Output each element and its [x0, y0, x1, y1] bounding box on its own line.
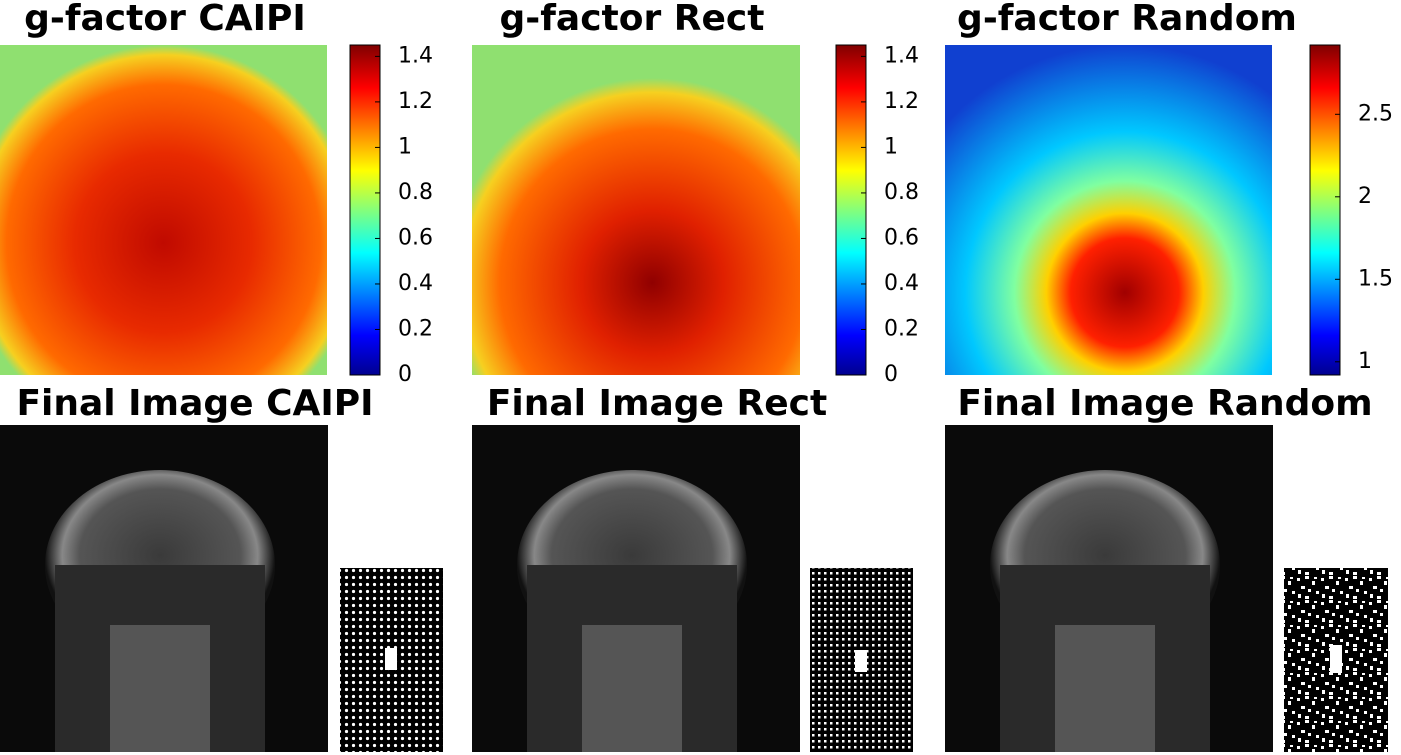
- image-title: Final Image Rect: [487, 383, 827, 424]
- image-title: Final Image CAIPI: [16, 383, 373, 424]
- panel-title: g-factor Random: [957, 0, 1297, 39]
- colorbar-tick-label: 0.4: [884, 271, 919, 296]
- colorbar-tick-label: 0.8: [884, 180, 919, 205]
- colorbar-tick-label: 1.2: [884, 89, 919, 114]
- colorbar-tick-label: 1: [1358, 349, 1372, 374]
- colorbar-tick-label: 0.6: [884, 225, 919, 250]
- mask-center: [855, 650, 867, 672]
- heatmap: [472, 45, 800, 375]
- colorbar-tick-label: 0.2: [398, 316, 433, 341]
- colorbar-tick-label: 2.5: [1358, 101, 1393, 126]
- panel-title: g-factor Rect: [500, 0, 765, 39]
- panel-title: g-factor CAIPI: [24, 0, 306, 39]
- mask-center: [385, 648, 397, 670]
- colorbar-tick-label: 1: [398, 134, 412, 159]
- mri-image: [0, 425, 328, 752]
- colorbar-tick-label: 0.6: [398, 225, 433, 250]
- colorbar: [835, 44, 867, 376]
- colorbar: [1309, 44, 1341, 376]
- colorbar: [349, 44, 381, 376]
- colorbar-tick-label: 0.2: [884, 316, 919, 341]
- heatmap: [0, 45, 327, 375]
- colorbar-tick-label: 0: [884, 362, 898, 387]
- image-title: Final Image Random: [957, 383, 1372, 424]
- colorbar-tick-label: 1: [884, 134, 898, 159]
- mri-image: [945, 425, 1273, 752]
- mask-center: [1330, 645, 1342, 673]
- sampling-masks: [340, 568, 1388, 752]
- colorbar-tick-label: 1.2: [398, 89, 433, 114]
- mri-images: [0, 425, 1273, 752]
- colorbar-tick-label: 1.5: [1358, 266, 1393, 291]
- colorbar-tick-label: 2: [1358, 184, 1372, 209]
- mri-image: [472, 425, 800, 752]
- colorbar-tick-label: 1.4: [884, 43, 919, 68]
- colorbar-tick-label: 0: [398, 362, 412, 387]
- colorbar-tick-label: 0.8: [398, 180, 433, 205]
- colorbar-tick-label: 0.4: [398, 271, 433, 296]
- heatmap: [945, 45, 1272, 375]
- colorbar-tick-label: 1.4: [398, 43, 433, 68]
- colorbars: [349, 44, 1341, 376]
- heatmaps: [0, 45, 1272, 375]
